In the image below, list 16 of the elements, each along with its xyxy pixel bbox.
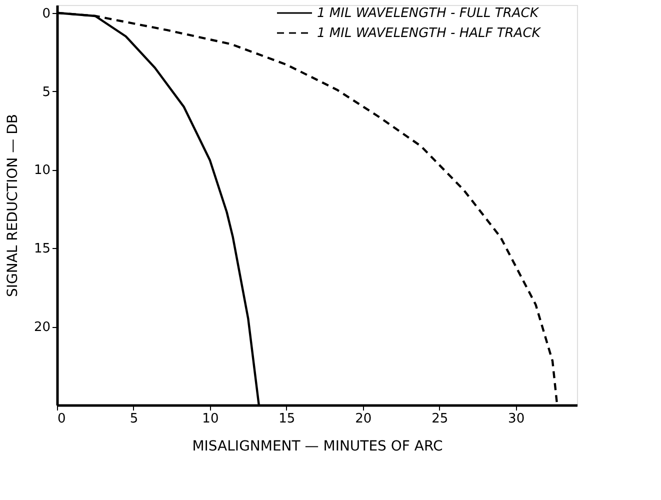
y-tick-label: 20 xyxy=(34,320,50,336)
y-tick-label: 0 xyxy=(42,6,50,22)
x-tick-label: 30 xyxy=(508,412,525,426)
x-axis-title: MISALIGNMENT — MINUTES OF ARC xyxy=(192,438,444,454)
legend-label: 1 MIL WAVELENGTH - FULL TRACK xyxy=(317,6,540,21)
x-tick-label: 20 xyxy=(355,412,372,426)
x-tick-label: 5 xyxy=(130,412,138,426)
legend-label: 1 MIL WAVELENGTH - HALF TRACK xyxy=(317,26,542,41)
x-tick-label: 0 xyxy=(58,412,66,426)
y-axis-title: SIGNAL REDUCTION — DB xyxy=(4,114,21,297)
y-tick-label: 15 xyxy=(34,242,50,257)
y-tick-label: 10 xyxy=(34,163,50,178)
x-tick-label: 10 xyxy=(202,412,219,426)
x-tick-label: 25 xyxy=(432,412,448,426)
x-tick-label: 15 xyxy=(278,412,296,426)
y-tick-label: 5 xyxy=(42,84,50,100)
